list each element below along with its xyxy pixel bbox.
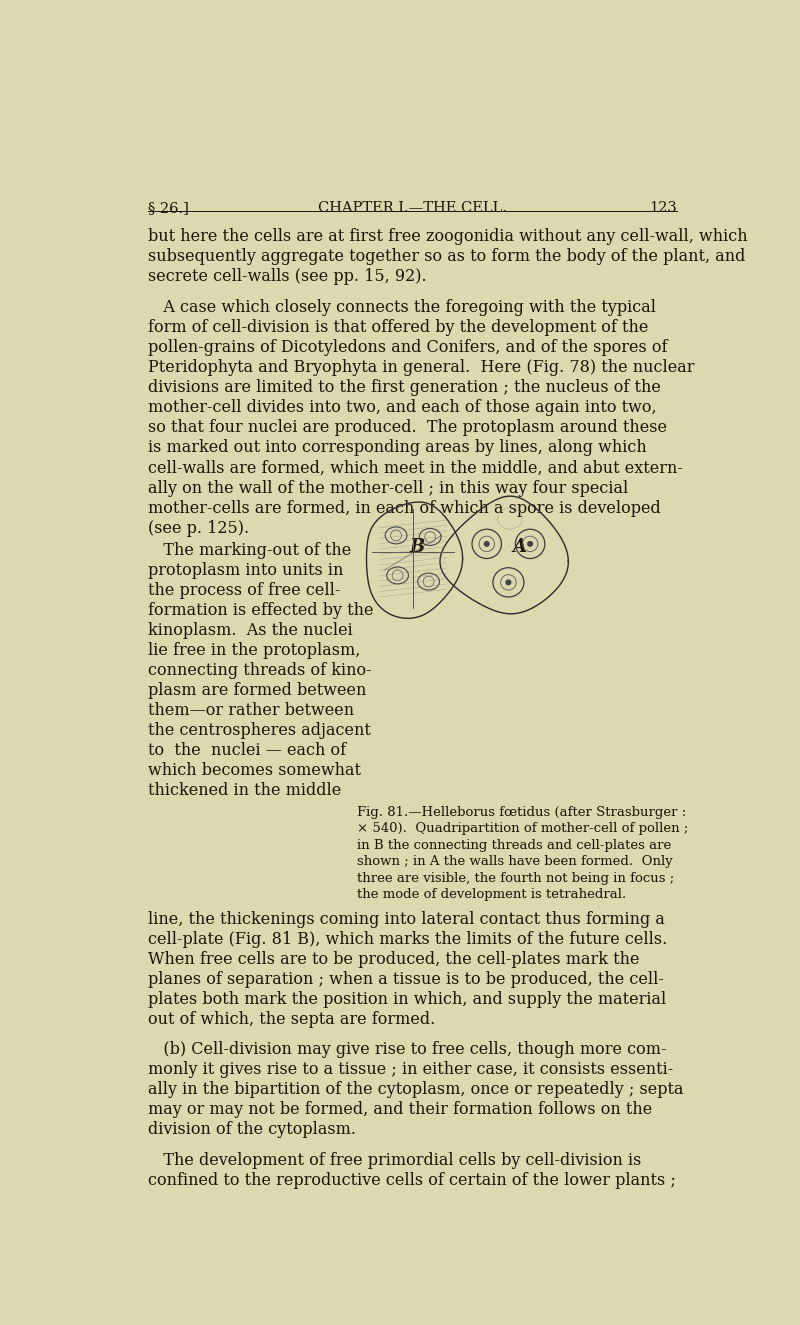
Text: three are visible, the fourth not being in focus ;: three are visible, the fourth not being … [358, 872, 674, 885]
Text: the process of free cell-: the process of free cell- [148, 582, 341, 599]
Text: When free cells are to be produced, the cell-plates mark the: When free cells are to be produced, the … [148, 951, 639, 967]
Text: A case which closely connects the foregoing with the typical: A case which closely connects the forego… [148, 299, 656, 317]
Text: CHAPTER I.—THE CELL.: CHAPTER I.—THE CELL. [318, 201, 507, 216]
Text: Fig. 81.—Helleborus fœtidus (after Strasburger :: Fig. 81.—Helleborus fœtidus (after Stras… [358, 806, 686, 819]
Text: thickened in the middle: thickened in the middle [148, 782, 342, 799]
Text: cell-walls are formed, which meet in the middle, and abut extern-: cell-walls are formed, which meet in the… [148, 460, 683, 477]
Text: planes of separation ; when a tissue is to be produced, the cell-: planes of separation ; when a tissue is … [148, 971, 664, 988]
Text: (see p. 125).: (see p. 125). [148, 519, 249, 537]
Text: mother-cells are formed, in each of which a spore is developed: mother-cells are formed, in each of whic… [148, 500, 661, 517]
Text: plates both mark the position in which, and supply the material: plates both mark the position in which, … [148, 991, 666, 1008]
Text: § 26.]: § 26.] [148, 201, 189, 216]
Text: in B the connecting threads and cell-plates are: in B the connecting threads and cell-pla… [358, 839, 671, 852]
Text: the centrospheres adjacent: the centrospheres adjacent [148, 722, 371, 739]
Text: connecting threads of kino-: connecting threads of kino- [148, 661, 372, 678]
Text: monly it gives rise to a tissue ; in either case, it consists essenti-: monly it gives rise to a tissue ; in eit… [148, 1061, 674, 1079]
Text: The marking-out of the: The marking-out of the [148, 542, 351, 559]
Text: may or may not be formed, and their formation follows on the: may or may not be formed, and their form… [148, 1101, 652, 1118]
Text: mother-cell divides into two, and each of those again into two,: mother-cell divides into two, and each o… [148, 399, 657, 416]
Text: them—or rather between: them—or rather between [148, 702, 354, 718]
Text: (b) Cell-division may give rise to free cells, though more com-: (b) Cell-division may give rise to free … [148, 1041, 666, 1057]
Circle shape [528, 542, 533, 546]
Text: B: B [410, 538, 425, 555]
Text: the mode of development is tetrahedral.: the mode of development is tetrahedral. [358, 888, 626, 901]
Text: division of the cytoplasm.: division of the cytoplasm. [148, 1121, 356, 1138]
Text: protoplasm into units in: protoplasm into units in [148, 562, 343, 579]
Text: × 540).  Quadripartition of mother-cell of pollen ;: × 540). Quadripartition of mother-cell o… [358, 822, 689, 835]
Text: cell-plate (Fig. 81 B), which marks the limits of the future cells.: cell-plate (Fig. 81 B), which marks the … [148, 931, 667, 947]
Circle shape [485, 542, 489, 546]
Text: secrete cell-walls (see pp. 15, 92).: secrete cell-walls (see pp. 15, 92). [148, 269, 426, 285]
Text: which becomes somewhat: which becomes somewhat [148, 762, 361, 779]
Circle shape [506, 580, 510, 584]
Text: formation is effected by the: formation is effected by the [148, 602, 374, 619]
Text: lie free in the protoplasm,: lie free in the protoplasm, [148, 641, 361, 659]
Text: out of which, the septa are formed.: out of which, the septa are formed. [148, 1011, 435, 1028]
Text: 123: 123 [650, 201, 678, 216]
Text: A: A [512, 538, 526, 555]
Text: confined to the reproductive cells of certain of the lower plants ;: confined to the reproductive cells of ce… [148, 1173, 676, 1189]
Text: but here the cells are at first free zoogonidia without any cell-wall, which: but here the cells are at first free zoo… [148, 228, 748, 245]
Text: plasm are formed between: plasm are formed between [148, 681, 366, 698]
Text: is marked out into corresponding areas by lines, along which: is marked out into corresponding areas b… [148, 440, 646, 457]
Text: The development of free primordial cells by cell-division is: The development of free primordial cells… [148, 1151, 642, 1169]
Text: form of cell-division is that offered by the development of the: form of cell-division is that offered by… [148, 319, 649, 337]
Text: ally in the bipartition of the cytoplasm, once or repeatedly ; septa: ally in the bipartition of the cytoplasm… [148, 1081, 683, 1098]
Text: line, the thickenings coming into lateral contact thus forming a: line, the thickenings coming into latera… [148, 910, 665, 928]
Text: divisions are limited to the first generation ; the nucleus of the: divisions are limited to the first gener… [148, 379, 661, 396]
Text: to  the  nuclei — each of: to the nuclei — each of [148, 742, 346, 759]
Text: ally on the wall of the mother-cell ; in this way four special: ally on the wall of the mother-cell ; in… [148, 480, 628, 497]
Text: Pteridophyta and Bryophyta in general.  Here (Fig. 78) the nuclear: Pteridophyta and Bryophyta in general. H… [148, 359, 694, 376]
Text: pollen-grains of Dicotyledons and Conifers, and of the spores of: pollen-grains of Dicotyledons and Conife… [148, 339, 667, 356]
Text: kinoplasm.  As the nuclei: kinoplasm. As the nuclei [148, 621, 353, 639]
Text: shown ; in A the walls have been formed.  Only: shown ; in A the walls have been formed.… [358, 855, 673, 868]
Text: so that four nuclei are produced.  The protoplasm around these: so that four nuclei are produced. The pr… [148, 420, 667, 436]
Text: subsequently aggregate together so as to form the body of the plant, and: subsequently aggregate together so as to… [148, 248, 746, 265]
